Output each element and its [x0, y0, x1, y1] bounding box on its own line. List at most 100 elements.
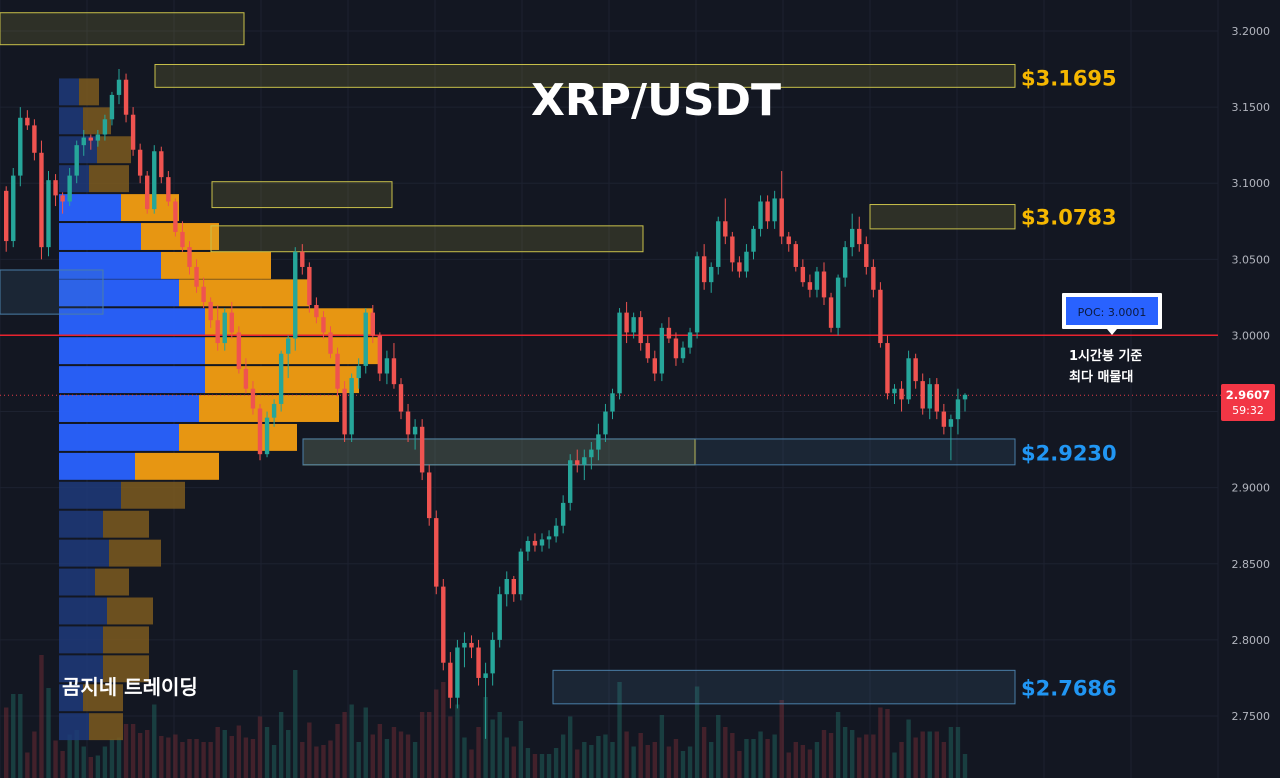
zone-box [0, 269, 104, 315]
volume-bar [32, 731, 37, 778]
volume-bar [46, 688, 51, 778]
poc-note-line2: 최다 매물대 [1069, 369, 1133, 385]
candle-body [483, 673, 488, 678]
candle-body [109, 94, 115, 120]
volume-bar [307, 722, 312, 778]
volume-bar [575, 749, 580, 778]
profile-buy-bar [59, 510, 103, 538]
candle-body [314, 305, 319, 318]
volume-profile [59, 78, 379, 741]
candle-body [568, 460, 573, 503]
volume-bar [187, 739, 192, 778]
volume-bar [857, 737, 862, 778]
y-tick-label: 3.1500 [1232, 101, 1271, 114]
candle-body [335, 353, 340, 389]
volume-bar [236, 725, 242, 778]
profile-sell-bar [179, 279, 309, 307]
candle-body [46, 180, 51, 248]
candle-body [159, 151, 164, 178]
candle-body [391, 358, 397, 385]
candle-body [264, 417, 270, 455]
volume-bar [694, 686, 700, 778]
candle-body [201, 286, 206, 302]
candle-body [469, 642, 474, 648]
profile-sell-bar [161, 251, 271, 279]
volume-bar [920, 731, 925, 778]
profile-sell-bar [205, 337, 379, 365]
volume-bar [434, 689, 439, 778]
volume-bar [271, 745, 277, 778]
profile-buy-bar [59, 337, 205, 365]
candle-body [145, 175, 150, 210]
candle-body [842, 247, 848, 278]
volume-bar [95, 755, 101, 778]
volume-bar [673, 739, 679, 778]
watermark-text: 곰지네 트레이딩 [62, 675, 198, 699]
volume-bar [342, 712, 347, 778]
profile-sell-bar [103, 626, 149, 654]
profile-buy-bar [59, 655, 103, 683]
candle-body [448, 662, 453, 698]
zone-box [210, 225, 644, 253]
volume-bar [328, 740, 333, 778]
zone-boxes [0, 12, 1016, 705]
volume-bar [765, 739, 770, 778]
candle-body [525, 540, 531, 552]
volume-bar [405, 734, 411, 778]
candle-body [504, 579, 509, 595]
profile-buy-bar [59, 308, 205, 336]
candle-body [666, 327, 672, 339]
level-label: $2.9230 [1021, 442, 1117, 466]
volume-bar [800, 745, 806, 778]
candle-body [694, 256, 700, 333]
candle-body [941, 411, 947, 427]
candle-body [349, 378, 354, 435]
volume-bar [701, 727, 707, 778]
volume-bar [596, 736, 601, 778]
volume-bar [4, 707, 9, 778]
profile-buy-bar [59, 251, 161, 279]
profile-buy-bar [59, 366, 205, 394]
volume-bar [370, 734, 375, 778]
volume-bar [842, 727, 848, 778]
candle-body [137, 149, 143, 176]
volume-bar [603, 734, 608, 778]
profile-sell-bar [95, 568, 129, 596]
candle-body [864, 244, 869, 267]
profile-buy-bar [59, 452, 135, 480]
candle-body [412, 426, 418, 435]
volume-bar [553, 748, 559, 778]
volume-bar [758, 731, 763, 778]
volume-bar [314, 746, 319, 778]
volume-bar [511, 746, 516, 778]
candle-body [850, 228, 855, 248]
profile-buy-bar [59, 165, 89, 193]
candle-body [596, 434, 601, 450]
candle-body [278, 353, 284, 404]
candle-body [180, 231, 185, 248]
volume-bar [751, 739, 756, 778]
volume-bar [441, 682, 446, 778]
profile-sell-bar [135, 452, 219, 480]
candle-body [913, 358, 918, 382]
volume-bar [955, 727, 961, 778]
candle-body [250, 388, 256, 409]
volume-bar [462, 737, 467, 778]
candle-body [617, 312, 622, 394]
volume-bar [821, 730, 827, 778]
candle-body [434, 518, 439, 587]
candle-body [560, 502, 566, 526]
volume-bar [137, 733, 143, 778]
volume-bar [610, 742, 615, 778]
y-tick-label: 3.0500 [1232, 253, 1271, 266]
volume-bar [476, 727, 481, 778]
volume-bar [941, 742, 947, 778]
volume-bar [927, 731, 932, 778]
candle-body [765, 201, 770, 222]
candle-body [582, 457, 587, 465]
volume-bar [546, 754, 552, 778]
volume-bar [116, 737, 122, 778]
profile-sell-bar [199, 395, 339, 422]
candle-body [899, 388, 904, 400]
